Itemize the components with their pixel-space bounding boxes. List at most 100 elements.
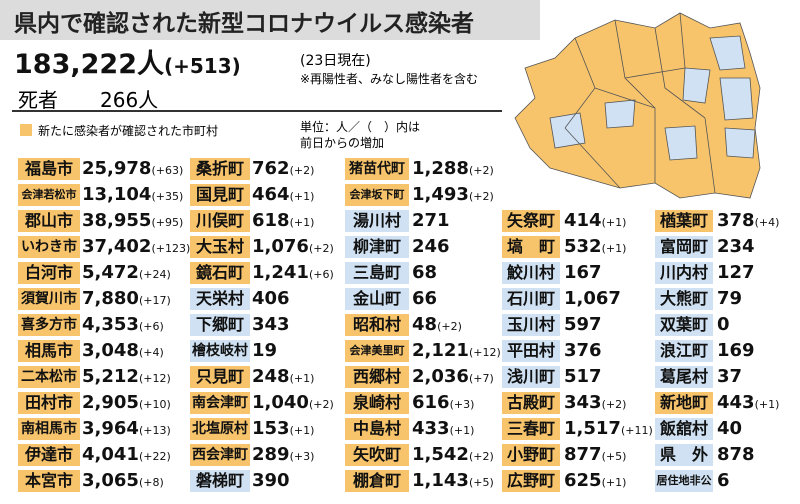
count: 433 — [412, 418, 450, 439]
count: 616 — [412, 392, 450, 413]
count: 877 — [564, 444, 602, 465]
case-count: 443(+1) — [717, 392, 779, 414]
place-name: 中島村 — [345, 418, 409, 440]
increase: (+12) — [138, 372, 171, 385]
case-count: 246 — [412, 236, 450, 258]
increase: (+1) — [601, 242, 627, 255]
place-name: 三島町 — [345, 262, 409, 284]
case-count: 6 — [717, 470, 730, 492]
increase: (+11) — [620, 424, 653, 437]
place-name: 猪苗代町 — [345, 158, 409, 180]
case-count: 289(+3) — [252, 444, 314, 466]
increase: (+12) — [468, 346, 501, 359]
increase: (+2) — [289, 164, 315, 177]
count: 7,880 — [82, 288, 139, 309]
count: 2,905 — [82, 392, 139, 413]
place-name: 浪江町 — [655, 340, 713, 362]
increase: (+5) — [468, 476, 494, 489]
place-name: 鏡石町 — [190, 262, 250, 284]
place-name: 川内村 — [655, 262, 713, 284]
place-name: 南相馬市 — [18, 418, 80, 440]
case-count: 5,472(+24) — [82, 262, 171, 284]
case-count: 877(+5) — [564, 444, 626, 466]
count: 376 — [564, 340, 602, 361]
place-name: 川俣町 — [190, 210, 250, 232]
place-name: 西郷村 — [345, 366, 409, 388]
place-name: 湯川村 — [345, 210, 409, 232]
place-name: 相馬市 — [18, 340, 80, 362]
case-count: 625(+1) — [564, 470, 626, 492]
case-count: 618(+1) — [252, 210, 314, 232]
increase: (+10) — [138, 398, 171, 411]
place-name: 福島市 — [18, 158, 80, 180]
place-name: 塙 町 — [502, 236, 560, 258]
increase: (+35) — [151, 190, 184, 203]
as-of: (23日現在) — [300, 53, 371, 69]
count: 378 — [717, 210, 755, 231]
case-count: 1,517(+11) — [564, 418, 653, 440]
count: 79 — [717, 288, 743, 309]
place-name: 古殿町 — [502, 392, 560, 414]
count: 517 — [564, 366, 602, 387]
increase: (+6) — [308, 268, 334, 281]
case-count: 597 — [564, 314, 602, 336]
case-count: 1,542(+2) — [412, 444, 494, 466]
case-count: 532(+1) — [564, 236, 626, 258]
count: 4,041 — [82, 444, 139, 465]
case-count: 4,353(+6) — [82, 314, 164, 336]
case-count: 37 — [717, 366, 742, 388]
count: 5,212 — [82, 366, 139, 387]
place-name: 南会津町 — [190, 392, 250, 414]
place-name: 白河市 — [18, 262, 80, 284]
count: 3,964 — [82, 418, 139, 439]
total-increase: (+513) — [163, 54, 241, 78]
case-count: 433(+1) — [412, 418, 474, 440]
place-name: 郡山市 — [18, 210, 80, 232]
case-count: 878 — [717, 444, 755, 466]
count: 153 — [252, 418, 290, 439]
place-name: 昭和村 — [345, 314, 409, 336]
increase: (+24) — [138, 268, 171, 281]
case-count: 3,065(+8) — [82, 470, 164, 492]
count: 1,493 — [412, 184, 469, 205]
count: 38,955 — [82, 210, 152, 231]
place-name: 広野町 — [502, 470, 560, 492]
case-count: 1,493(+2) — [412, 184, 494, 206]
place-name: 楢葉町 — [655, 210, 713, 232]
case-count: 1,040(+2) — [252, 392, 334, 414]
case-count: 40 — [717, 418, 742, 440]
case-count: 378(+4) — [717, 210, 779, 232]
case-count: 38,955(+95) — [82, 210, 183, 232]
increase: (+13) — [138, 424, 171, 437]
place-name: 飯舘村 — [655, 418, 713, 440]
place-name: 本宮市 — [18, 470, 80, 492]
count: 289 — [252, 444, 290, 465]
increase: (+1) — [289, 372, 315, 385]
place-name: 新地町 — [655, 392, 713, 414]
count: 618 — [252, 210, 290, 231]
count: 248 — [252, 366, 290, 387]
place-name: 須賀川市 — [18, 288, 80, 310]
place-name: 北塩原村 — [190, 418, 250, 440]
place-name: 富岡町 — [655, 236, 713, 258]
place-name: 田村市 — [18, 392, 80, 414]
case-count: 616(+3) — [412, 392, 474, 414]
count: 1,143 — [412, 470, 469, 491]
count: 343 — [564, 392, 602, 413]
case-count: 406 — [252, 288, 290, 310]
case-count: 1,067 — [564, 288, 621, 310]
case-count: 19 — [252, 340, 277, 362]
increase: (+4) — [138, 346, 164, 359]
case-count: 3,964(+13) — [82, 418, 171, 440]
case-count: 79 — [717, 288, 742, 310]
increase: (+95) — [151, 216, 184, 229]
case-count: 0 — [717, 314, 730, 336]
increase: (+22) — [138, 450, 171, 463]
count: 246 — [412, 236, 450, 257]
increase: (+2) — [308, 242, 334, 255]
count: 464 — [252, 184, 290, 205]
count: 127 — [717, 262, 755, 283]
deaths: 266人 — [100, 88, 159, 112]
place-name: 西会津町 — [190, 444, 250, 466]
